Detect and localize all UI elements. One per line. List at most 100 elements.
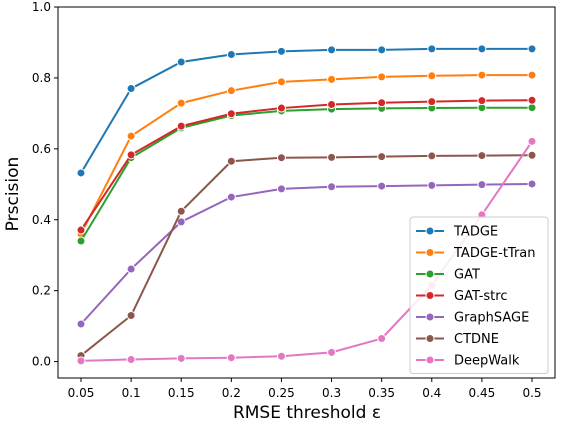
data-point-gat-strc [226, 109, 236, 119]
data-point-gat-strc [427, 97, 437, 107]
data-point-ctdne [126, 311, 136, 321]
series-line-graphsage [80, 182, 533, 325]
y-tick-label: 0.8 [32, 71, 51, 85]
data-point-tadge-ttran [176, 98, 186, 108]
x-tick-label: 0.45 [469, 386, 496, 400]
data-point-deepwalk [377, 334, 387, 344]
legend-item-gat-strc: GAT-strc [416, 289, 507, 304]
series-line-tadge-ttran [80, 74, 532, 235]
plot-border [57, 6, 556, 379]
x-tick-label: 0.5 [522, 386, 541, 400]
series-tadge [76, 44, 537, 178]
data-point-deepwalk [327, 347, 337, 357]
series-gat-strc [76, 95, 537, 235]
y-tick-label: 0.2 [32, 284, 51, 298]
data-point-gat-strc [527, 95, 537, 105]
data-point-gat-strc [327, 100, 337, 110]
data-point-ctdne [276, 153, 286, 163]
data-point-tadge-ttran [527, 70, 537, 80]
legend-item-tadge-ttran: TADGE-tTran [416, 246, 536, 261]
legend-label: GAT [454, 268, 480, 283]
legend-label: DeepWalk [454, 354, 520, 369]
legend-item-gat: GAT [416, 268, 480, 283]
data-point-tadge [327, 45, 337, 55]
data-point-ctdne [477, 151, 487, 161]
data-point-gat-strc [276, 103, 286, 113]
series-graphsage [76, 179, 537, 329]
data-point-tadge [276, 46, 286, 56]
data-point-gat [527, 103, 537, 113]
series-line-ctdne [80, 154, 533, 357]
legend: TADGE TADGE-tTran GAT GAT-strc GraphSAGE CTDN… [409, 216, 549, 374]
data-point-tadge [176, 57, 186, 67]
data-point-tadge-ttran [276, 77, 286, 87]
series-tadge-ttran [76, 70, 537, 239]
data-point-ctdne [176, 206, 186, 216]
legend-item-deepwalk: DeepWalk [416, 354, 520, 369]
legend-swatch-marker [425, 248, 435, 257]
data-point-tadge-ttran [477, 70, 487, 80]
data-point-gat-strc [176, 121, 186, 131]
series-ctdne [76, 150, 537, 361]
data-point-graphsage [76, 319, 86, 329]
series-line-tadge [80, 47, 532, 174]
data-point-graphsage [126, 264, 136, 274]
data-point-deepwalk [126, 354, 136, 364]
data-point-graphsage [176, 217, 186, 227]
x-tick-label: 0.4 [422, 386, 441, 400]
data-point-deepwalk [276, 351, 286, 361]
data-point-graphsage [327, 182, 337, 192]
x-tick-label: 0.05 [68, 386, 95, 400]
data-point-graphsage [226, 192, 236, 202]
data-point-tadge [477, 44, 487, 54]
legend-label: TADGE-tTran [453, 246, 536, 261]
data-point-graphsage [477, 180, 487, 190]
data-point-graphsage [377, 181, 387, 191]
data-point-gat-strc [477, 96, 487, 106]
data-point-gat [76, 236, 86, 246]
legend-box [409, 216, 549, 374]
data-point-ctdne [327, 152, 337, 162]
legend-swatch-marker [425, 291, 435, 300]
legend-item-tadge: TADGE [416, 225, 498, 240]
y-tick-label: 1.0 [32, 0, 51, 14]
legend-swatch-marker [425, 269, 435, 279]
data-point-tadge [226, 50, 236, 60]
data-point-ctdne [226, 156, 236, 166]
legend-label: TADGE [453, 225, 498, 240]
legend-swatch-marker [425, 334, 435, 343]
plot-area [57, 6, 556, 379]
data-point-deepwalk [226, 353, 236, 363]
data-point-gat-strc [126, 150, 136, 160]
data-point-tadge-ttran [427, 71, 437, 81]
x-tick-label: 0.15 [168, 386, 195, 400]
y-axis-label: Prscision [3, 157, 23, 232]
legend-item-graphsage: GraphSAGE [416, 311, 529, 326]
data-point-ctdne [527, 150, 537, 160]
legend-swatch-marker [425, 355, 435, 365]
data-point-graphsage [427, 180, 437, 190]
data-point-tadge [76, 168, 86, 178]
data-point-ctdne [427, 151, 437, 161]
legend-label: GraphSAGE [454, 311, 529, 326]
x-tick-label: 0.35 [368, 386, 395, 400]
data-point-ctdne [377, 152, 387, 162]
data-point-tadge-ttran [126, 131, 136, 141]
series-line-gat [80, 106, 532, 242]
data-point-graphsage [527, 179, 537, 189]
data-point-tadge [527, 44, 537, 54]
data-point-tadge-ttran [327, 74, 337, 84]
legend-label: GAT-strc [454, 289, 507, 304]
data-point-tadge-ttran [226, 86, 236, 96]
x-tick-label: 0.25 [268, 386, 295, 400]
data-point-deepwalk [76, 356, 86, 366]
legend-swatch-marker [425, 312, 435, 322]
y-tick-label: 0.4 [32, 213, 51, 227]
y-tick-label: 0.6 [32, 142, 51, 156]
data-point-tadge [126, 84, 136, 94]
y-tick-label: 0.0 [32, 355, 51, 369]
legend-swatch-marker [425, 226, 435, 236]
data-point-gat-strc [377, 98, 387, 108]
data-point-graphsage [276, 184, 286, 194]
